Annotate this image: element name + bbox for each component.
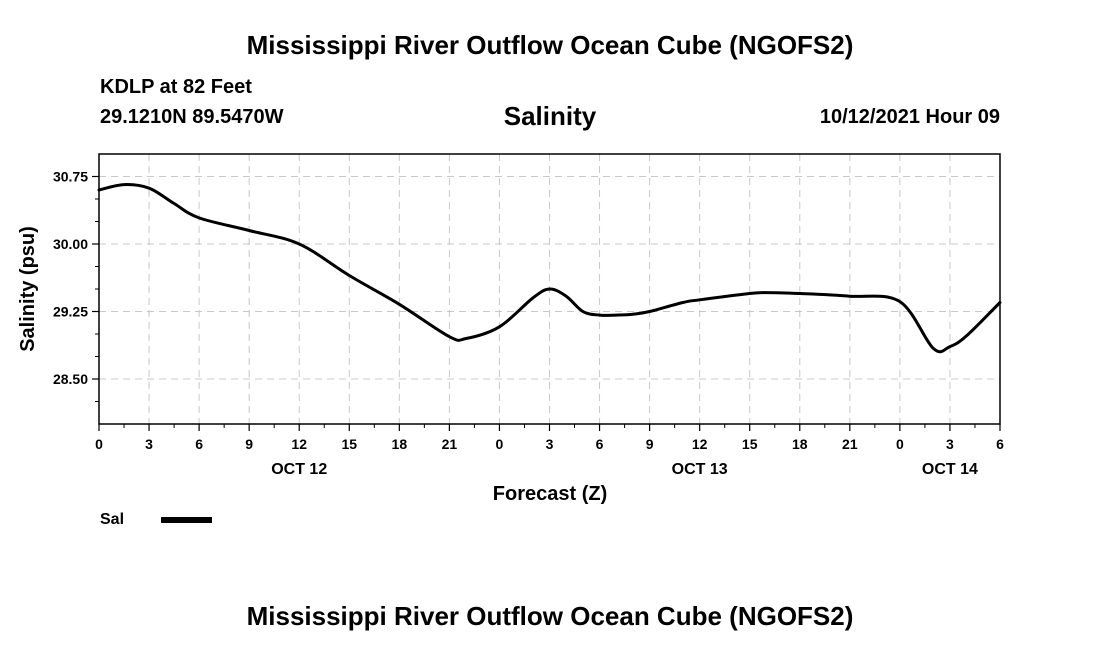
- x-tick-label: 3: [145, 436, 153, 452]
- x-tick-label: 6: [195, 436, 203, 452]
- x-tick-label: 0: [95, 436, 103, 452]
- x-tick-label: 9: [646, 436, 654, 452]
- x-tick-label: 15: [742, 436, 758, 452]
- x-axis-label: Forecast (Z): [493, 483, 607, 505]
- x-tick-label: 15: [341, 436, 357, 452]
- y-axis: 28.50 29.25 30.00 30.75: [53, 169, 99, 402]
- x-tick-label: 21: [842, 436, 858, 452]
- x-tick-label: 0: [496, 436, 504, 452]
- x-tick-label: 6: [596, 436, 604, 452]
- series-layer: [97, 183, 1002, 354]
- series-line-sal: [97, 183, 1002, 354]
- forecast-datetime: 10/12/2021 Hour 09: [819, 106, 1000, 128]
- x-tick-label: 18: [392, 436, 408, 452]
- legend-label: Sal: [100, 511, 124, 528]
- chart-title: Mississippi River Outflow Ocean Cube (NG…: [246, 30, 854, 60]
- x-tick-label: 6: [996, 436, 1004, 452]
- x-tick-label: 3: [946, 436, 954, 452]
- x-date-label: OCT 13: [672, 461, 728, 478]
- y-tick-label: 28.50: [53, 371, 88, 387]
- variable-title: Salinity: [503, 101, 597, 131]
- y-tick-label: 30.00: [53, 236, 88, 252]
- y-axis-label: Salinity (psu): [17, 226, 39, 352]
- x-tick-label: 18: [792, 436, 808, 452]
- x-axis: 0 3 6 9 12 15 18 21 0 3 6 9 12 15 18 21 0 3 6 OCT 12 OCT 13 O…: [95, 424, 1004, 478]
- x-tick-label: 12: [692, 436, 708, 452]
- footer-title: Mississippi River Outflow Ocean Cube (NG…: [246, 601, 854, 631]
- y-tick-label: 29.25: [53, 304, 88, 320]
- x-date-label: OCT 12: [271, 461, 327, 478]
- x-date-label: OCT 14: [922, 461, 978, 478]
- y-tick-label: 30.75: [53, 169, 88, 185]
- x-tick-label: 21: [442, 436, 458, 452]
- x-tick-label: 9: [245, 436, 253, 452]
- x-tick-label: 3: [546, 436, 554, 452]
- station-coordinates: 29.1210N 89.5470W: [100, 106, 284, 128]
- x-tick-label: 0: [896, 436, 904, 452]
- x-tick-label: 12: [291, 436, 307, 452]
- station-label: KDLP at 82 Feet: [100, 76, 252, 98]
